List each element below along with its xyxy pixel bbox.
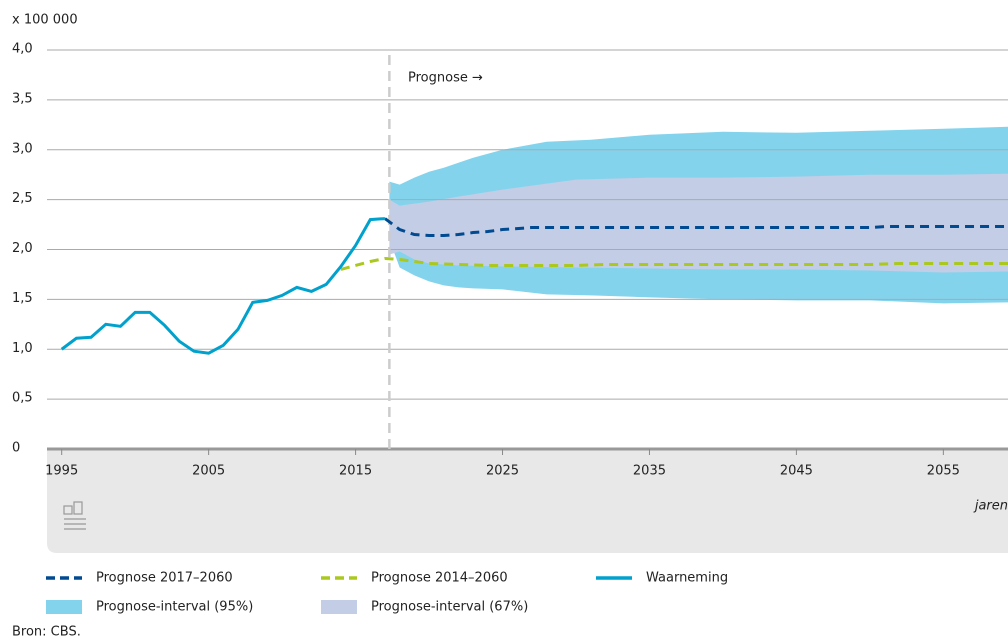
y-tick-label: 3,0 — [12, 141, 33, 156]
series-line — [340, 256, 1008, 271]
logo — [63, 501, 86, 530]
legend-label: Prognose 2017–2060 — [96, 571, 233, 586]
y-tick-label: 0,5 — [12, 391, 33, 406]
source: Bron: CBS. — [12, 625, 81, 640]
series-line — [384, 217, 1008, 238]
legend-swatch — [46, 600, 82, 614]
annotation: Prognose → — [408, 71, 483, 86]
legend-label: Waarneming — [646, 571, 728, 586]
legend-swatch — [321, 600, 357, 614]
y-unit-label: x 100 000 — [12, 13, 78, 28]
y-tick-label: 1,0 — [12, 341, 33, 356]
x-tick-label: 2035 — [633, 464, 666, 479]
x-tick-label: 2045 — [780, 464, 813, 479]
y-tick-label: 0 — [12, 441, 20, 456]
y-tick-label: 2,0 — [12, 241, 33, 256]
x-tick-label: 2015 — [339, 464, 372, 479]
y-tick-label: 3,5 — [12, 91, 33, 106]
series-line — [60, 217, 386, 355]
axis-panel — [47, 449, 1008, 553]
legend-label: Prognose-interval (67%) — [371, 600, 528, 615]
y-tick-label: 2,5 — [12, 191, 33, 206]
y-tick-label: 1,5 — [12, 291, 33, 306]
x-tick-label: 2055 — [927, 464, 960, 479]
x-tick-label: 2005 — [192, 464, 225, 479]
legend-label: Prognose-interval (95%) — [96, 600, 253, 615]
legend-label: Prognose 2014–2060 — [371, 571, 508, 586]
x-tick-label: 1995 — [45, 464, 78, 479]
y-tick-label: 4,0 — [12, 42, 33, 57]
interval-band — [389, 173, 1008, 273]
x-tick-label: 2025 — [486, 464, 519, 479]
x-axis-label: jaren — [973, 499, 1008, 514]
